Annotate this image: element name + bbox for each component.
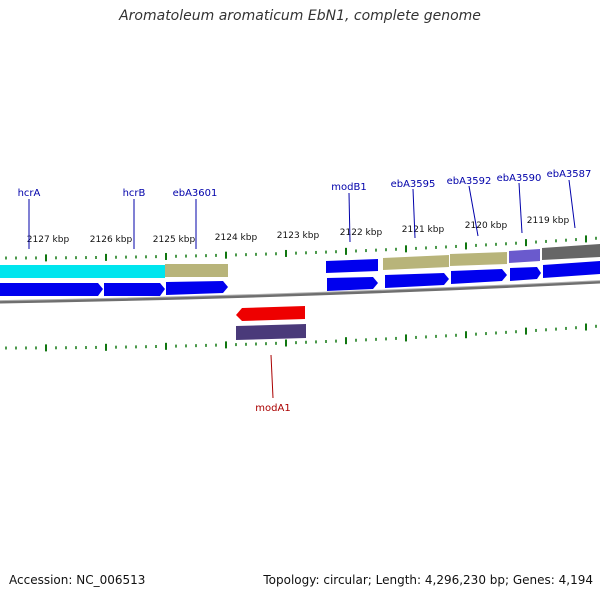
scale-label-2124: 2124 kbp — [215, 233, 258, 243]
feature-khaki-ebA3592[interactable] — [450, 252, 507, 266]
gene-label-modA1: modA1 — [255, 403, 290, 414]
scale-label-2127: 2127 kbp — [27, 235, 70, 245]
scale-label-2125: 2125 kbp — [153, 235, 196, 245]
genome-summary-text: Topology: circular; Length: 4,296,230 bp… — [263, 573, 593, 587]
scale-label-2126: 2126 kbp — [90, 235, 133, 245]
scale-label-2120: 2120 kbp — [465, 221, 508, 231]
gene-label-hcrB: hcrB — [123, 188, 146, 199]
gene-arrow-ebA3595[interactable] — [385, 273, 449, 288]
feature-slate-ebA3590[interactable] — [509, 249, 540, 263]
scale-label-2119: 2119 kbp — [527, 216, 570, 226]
gene-arrow-hcrB[interactable] — [104, 283, 165, 296]
feature-khaki-ebA3595[interactable] — [383, 255, 449, 270]
gene-label-ebA3595: ebA3595 — [391, 179, 436, 190]
scale-label-2122: 2122 kbp — [340, 228, 383, 238]
scale-ticks-outer — [5, 235, 597, 262]
feature-cyan-hcr[interactable] — [0, 265, 165, 278]
scale-labels: 2127 kbp 2126 kbp 2125 kbp 2124 kbp 2123… — [27, 216, 570, 245]
feature-khaki-ebA3601[interactable] — [165, 264, 228, 277]
gene-arrow-ebA3587[interactable] — [543, 261, 600, 278]
gene-label-hcrA: hcrA — [18, 188, 41, 199]
gene-label-ebA3587: ebA3587 — [547, 169, 592, 180]
accession-text: Accession: NC_006513 — [9, 573, 146, 587]
label-leaders — [28, 179, 576, 249]
feature-blue-modB1-row1[interactable] — [326, 259, 378, 273]
gene-label-ebA3592: ebA3592 — [447, 176, 492, 187]
gene-label-ebA3601: ebA3601 — [173, 188, 218, 199]
genome-backbone-highlight — [0, 280, 600, 302]
gene-arrow-modB1[interactable] — [327, 277, 378, 291]
scale-label-2123: 2123 kbp — [277, 231, 320, 241]
gene-arrow-hcrA[interactable] — [0, 283, 103, 296]
gene-label-ebA3590: ebA3590 — [497, 173, 542, 184]
map-title: Aromatoleum aromaticum EbN1, complete ge… — [119, 8, 481, 24]
feature-navy-modA1[interactable] — [236, 324, 306, 340]
gene-arrow-ebA3590[interactable] — [510, 267, 541, 281]
feature-gray-ebA3587[interactable] — [542, 244, 600, 260]
genome-backbone — [0, 280, 600, 304]
label-leader-modA1 — [270, 354, 274, 399]
scale-ticks-inner — [5, 323, 597, 352]
gene-label-modB1: modB1 — [331, 182, 366, 193]
gene-arrow-ebA3592[interactable] — [451, 269, 507, 284]
scale-label-2121: 2121 kbp — [402, 225, 445, 235]
gene-arrow-ebA3601[interactable] — [166, 281, 228, 295]
gene-labels: hcrA hcrB ebA3601 modB1 ebA3595 ebA3592 … — [18, 169, 592, 199]
gene-arrow-modA1[interactable] — [236, 306, 305, 321]
